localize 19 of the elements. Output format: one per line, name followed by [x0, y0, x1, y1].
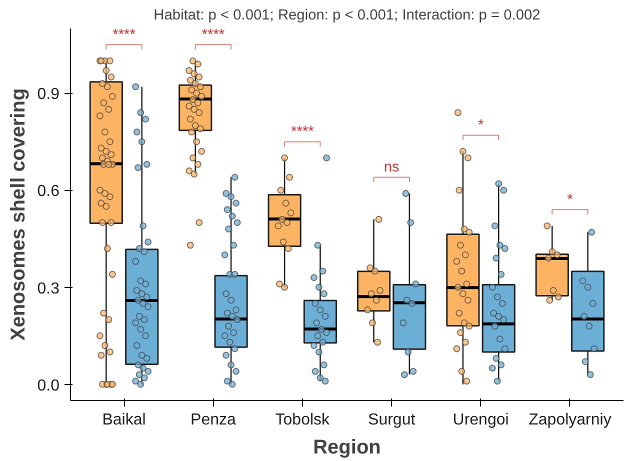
x-tick-label: Tobolsk	[275, 412, 331, 428]
y-tick-label: 0.9	[37, 86, 60, 104]
y-axis-title: Xenosomes shell covering	[7, 88, 30, 341]
x-tick-label: Surgut	[368, 412, 416, 428]
annotation: ****	[112, 27, 136, 44]
y-tick-label: 0.0	[37, 377, 60, 394]
x-tick-label: Baikal	[102, 412, 146, 428]
annotation: ****	[202, 27, 225, 44]
x-tick-label: Penza	[190, 412, 236, 428]
x-axis-title: Region	[313, 436, 381, 458]
x-tick-label: Urengoi	[452, 412, 509, 428]
chart-title: Habitat: p < 0.001; Region: p < 0.001; Interaction: p = 0.002	[154, 8, 540, 24]
annotation: ****	[290, 124, 314, 140]
annotation: ns	[384, 160, 400, 176]
annotation: *	[478, 118, 484, 134]
annotation: *	[567, 192, 574, 208]
x-tick-label: Zapolyarniy	[528, 412, 612, 428]
y-tick-label: 0.3	[37, 280, 60, 298]
y-tick-label: 0.6	[37, 183, 60, 200]
